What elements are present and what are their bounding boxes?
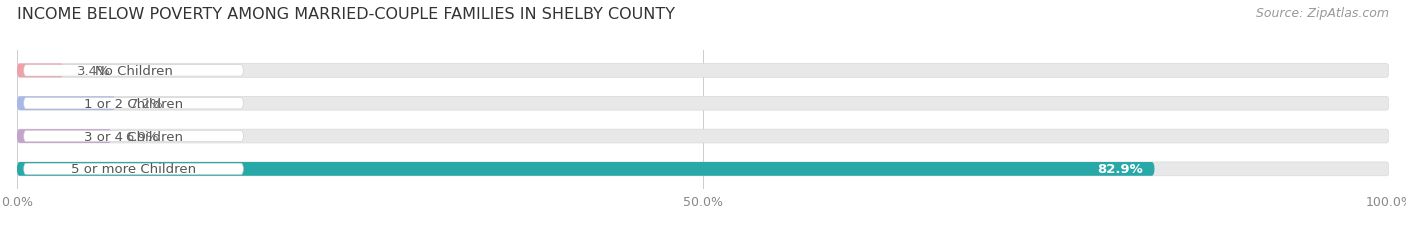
Text: 6.9%: 6.9% [125, 130, 159, 143]
FancyBboxPatch shape [24, 131, 243, 142]
Text: 5 or more Children: 5 or more Children [70, 163, 195, 176]
Text: 3 or 4 Children: 3 or 4 Children [84, 130, 183, 143]
FancyBboxPatch shape [17, 162, 1389, 176]
FancyBboxPatch shape [17, 97, 115, 111]
FancyBboxPatch shape [17, 97, 1389, 111]
Text: Source: ZipAtlas.com: Source: ZipAtlas.com [1256, 7, 1389, 20]
FancyBboxPatch shape [24, 65, 243, 77]
FancyBboxPatch shape [17, 130, 1389, 143]
Text: 7.2%: 7.2% [129, 97, 163, 110]
Text: 82.9%: 82.9% [1098, 163, 1143, 176]
Text: No Children: No Children [94, 65, 173, 78]
Text: 3.4%: 3.4% [77, 65, 111, 78]
FancyBboxPatch shape [17, 130, 111, 143]
FancyBboxPatch shape [24, 98, 243, 109]
Text: 1 or 2 Children: 1 or 2 Children [84, 97, 183, 110]
FancyBboxPatch shape [17, 162, 1154, 176]
Text: INCOME BELOW POVERTY AMONG MARRIED-COUPLE FAMILIES IN SHELBY COUNTY: INCOME BELOW POVERTY AMONG MARRIED-COUPL… [17, 7, 675, 22]
FancyBboxPatch shape [24, 164, 243, 175]
FancyBboxPatch shape [17, 64, 63, 78]
FancyBboxPatch shape [17, 64, 1389, 78]
